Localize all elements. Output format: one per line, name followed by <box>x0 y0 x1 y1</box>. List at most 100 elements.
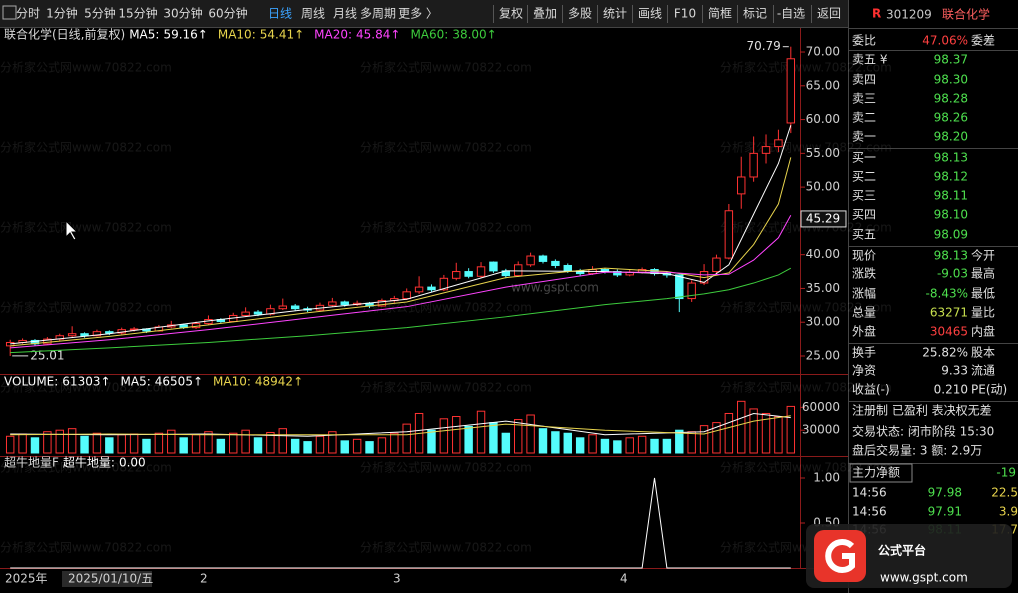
toolbar-tab[interactable]: 5分钟 <box>84 6 116 21</box>
volume-bar <box>43 431 52 454</box>
x-axis-label: 4 <box>620 572 628 586</box>
toolbar-button[interactable]: F10 <box>674 7 696 21</box>
toolbar-bg <box>0 0 848 27</box>
volume-bar <box>538 428 548 454</box>
volume-bar <box>315 435 325 454</box>
candle-body <box>538 255 548 262</box>
watermark: 分析家公式网www.70822.com <box>720 380 892 395</box>
x-axis-label: 2025年 <box>5 572 48 586</box>
watermark: 分析家公式网www.70822.com <box>0 300 172 315</box>
series-value: 48942↑ <box>255 375 303 389</box>
logo-glyph <box>825 539 855 573</box>
volume-bar <box>774 416 783 454</box>
volume-bar <box>92 432 102 454</box>
watermark: 分析家公式网www.70822.com <box>360 540 532 555</box>
toolbar-button[interactable]: 简框 <box>708 7 732 21</box>
volume-bar <box>662 438 672 454</box>
toolbar-tab[interactable]: 分时 <box>16 7 40 21</box>
toolbar-tab[interactable]: 更多 〉 <box>398 7 438 21</box>
x-axis-label: 2025/01/10/五 <box>68 572 153 586</box>
row-label2: 今开 <box>971 248 995 263</box>
row-label: 买二 <box>852 170 876 184</box>
watermark: 分析家公式网www.70822.com <box>360 220 532 235</box>
volume-bar <box>613 440 622 454</box>
watermark: 分析家公式网www.70822.com <box>720 300 892 315</box>
toolbar-tab[interactable]: 周线 <box>301 7 325 21</box>
volume-bar <box>687 431 696 454</box>
toolbar-tab[interactable]: 日线 <box>268 7 292 21</box>
volume-bar <box>563 432 572 454</box>
volume-bar <box>241 429 250 454</box>
volume-bar <box>675 429 684 454</box>
volume-bar <box>191 434 201 454</box>
row-value: 98.13 <box>934 151 968 165</box>
candle-body <box>253 311 263 315</box>
series-name: VOLUME: <box>4 375 58 389</box>
volume-bar <box>129 433 139 454</box>
low-label: 25.01 <box>30 348 64 362</box>
toolbar-icon[interactable] <box>2 5 17 20</box>
toolbar-button[interactable]: -自选 <box>777 7 805 21</box>
volume-bar <box>427 429 436 454</box>
row-label2: 流通 <box>971 364 995 378</box>
watermark: 分析家公式网www.70822.com <box>0 220 172 235</box>
series-value: 54.41↑ <box>260 28 304 42</box>
toolbar-tab[interactable]: 多周期 <box>360 7 396 21</box>
y-tick-label: 35.00 <box>806 281 840 295</box>
series-name: MA5: <box>129 28 159 42</box>
toolbar-button[interactable]: 多股 <box>568 7 592 21</box>
row-label: 买三 <box>852 189 876 203</box>
candle-body <box>439 277 449 291</box>
volume-bar <box>117 434 126 454</box>
volume-bar <box>303 441 312 454</box>
candle-body <box>526 255 535 266</box>
candle-body <box>241 311 250 316</box>
x-axis-label: 3 <box>393 572 401 586</box>
logo: 公式平台 www.gspt.com <box>806 524 1012 588</box>
toolbar-button[interactable]: 标记 <box>743 7 767 21</box>
series-line <box>10 415 791 436</box>
row-label2: 委差 <box>971 34 995 48</box>
row-value: 30465 <box>930 325 968 339</box>
row-value: 98.09 <box>934 228 968 242</box>
high-label: 70.79 <box>746 39 780 53</box>
toolbar-tab[interactable]: 月线 <box>333 7 357 21</box>
volume-bar <box>154 432 164 454</box>
series-name: MA60: <box>410 28 448 42</box>
toolbar-tab[interactable]: 60分钟 <box>208 6 247 21</box>
candle-body <box>786 58 796 124</box>
toolbar-tab[interactable]: 15分钟 <box>118 6 157 21</box>
logo-url: www.gspt.com <box>880 571 968 585</box>
volume-bar <box>253 437 263 454</box>
watermark: 分析家公式网www.70822.com <box>360 460 532 475</box>
watermark: 分析家公式网www.70822.com <box>0 460 172 475</box>
toolbar-button[interactable]: 统计 <box>603 7 627 21</box>
watermark: 分析家公式网www.70822.com <box>0 60 172 75</box>
stock-name: 联合化学 <box>942 7 990 22</box>
volume-bar <box>67 428 77 454</box>
volume-bar <box>340 440 349 454</box>
watermark: 分析家公式网www.70822.com <box>0 140 172 155</box>
toolbar-button[interactable]: 复权 <box>499 7 523 21</box>
toolbar-button[interactable]: 画线 <box>638 7 662 21</box>
series-line <box>10 125 792 345</box>
volume-bar <box>18 433 27 454</box>
row-label: 卖三 <box>852 92 876 106</box>
y-tick-label: 1.00 <box>813 471 840 485</box>
volume-bar <box>786 405 796 454</box>
y-tick-label: 25.00 <box>806 348 840 362</box>
volume-bar <box>105 437 114 454</box>
volume-bar <box>377 437 387 454</box>
row-label: 卖五 ¥ <box>852 53 888 67</box>
toolbar-tab[interactable]: 30分钟 <box>163 6 202 21</box>
candle-body <box>402 291 411 300</box>
toolbar-button[interactable]: 返回 <box>817 7 841 21</box>
candle-body <box>687 282 696 300</box>
toolbar-button[interactable]: 叠加 <box>533 7 557 21</box>
candle-body <box>278 305 288 310</box>
row-value: 98.12 <box>934 170 968 184</box>
volume-bar <box>167 429 176 454</box>
toolbar-tab[interactable]: 1分钟 <box>46 6 78 21</box>
label-box <box>849 463 913 483</box>
